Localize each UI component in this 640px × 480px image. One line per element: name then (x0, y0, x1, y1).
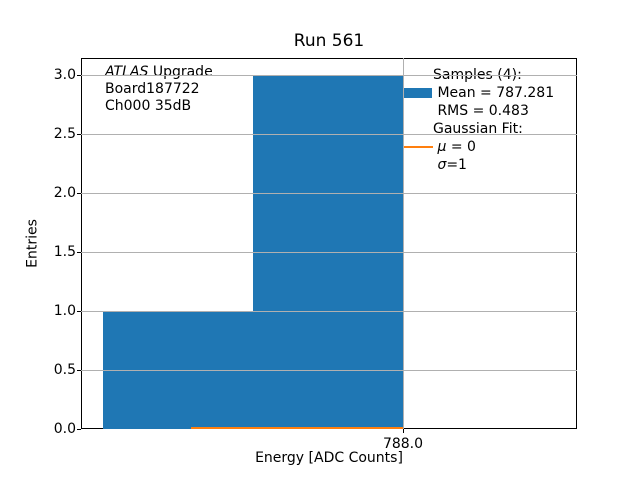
legend-label: μ = 0 (433, 139, 476, 155)
y-tick-mark (77, 74, 81, 76)
y-tick-label: 1.5 (53, 243, 76, 260)
legend-label: RMS = 0.483 (433, 103, 529, 119)
gridline-horizontal (81, 133, 577, 135)
y-tick-label: 1.0 (53, 302, 76, 319)
italic-text: ATLAS (105, 64, 149, 80)
legend-handle-empty (403, 102, 433, 120)
gaussian-fit-line (191, 426, 403, 429)
y-tick-mark (77, 369, 81, 371)
y-tick-mark (77, 133, 81, 135)
plain-text: = 0 (446, 139, 476, 155)
gridline-horizontal (81, 192, 577, 194)
legend-row: μ = 0 (403, 138, 554, 156)
gridline-horizontal (81, 251, 577, 253)
fit-line-swatch (403, 146, 433, 148)
plain-text: RMS = 0.483 (433, 103, 529, 119)
gridline-horizontal (81, 310, 577, 312)
annotation-line: ATLAS Upgrade (105, 64, 213, 81)
legend-handle-empty (403, 120, 433, 138)
y-tick-label: 2.0 (53, 184, 76, 201)
y-tick-mark (77, 192, 81, 194)
y-tick-label: 2.5 (53, 125, 76, 142)
y-tick-mark (77, 310, 81, 312)
annotation-line: Board187722 (105, 81, 213, 98)
legend-row: RMS = 0.483 (403, 102, 554, 120)
gridline-horizontal (81, 74, 577, 76)
plain-text: Board187722 (105, 81, 200, 97)
plain-text: Gaussian Fit: (433, 121, 523, 137)
chart-title: Run 561 (293, 31, 365, 51)
annotation-line: Ch000 35dB (105, 98, 213, 115)
legend-label: σ=1 (433, 157, 467, 173)
gridline-vertical (403, 58, 404, 429)
plain-text: Ch000 35dB (105, 98, 192, 114)
histogram-bar (103, 310, 253, 429)
y-tick-mark (77, 429, 81, 430)
plain-text: =1 (446, 157, 467, 173)
legend-row: Gaussian Fit: (403, 120, 554, 138)
legend-label: Gaussian Fit: (433, 121, 523, 137)
x-tick-label: 788.0 (382, 436, 424, 452)
histogram-bar (253, 74, 403, 429)
legend-row: Mean = 787.281 (403, 84, 554, 102)
italic-text: μ (437, 139, 447, 155)
y-tick-label: 0.0 (53, 421, 76, 437)
x-axis-label: Energy [ADC Counts] (255, 450, 403, 466)
y-tick-label: 0.5 (53, 361, 76, 378)
x-tick-mark (403, 429, 404, 433)
gridline-horizontal (81, 369, 577, 371)
legend: Samples (4): Mean = 787.281 RMS = 0.483 G… (403, 66, 554, 174)
plain-text: Upgrade (148, 64, 213, 80)
y-tick-label: 3.0 (53, 66, 76, 83)
y-tick-mark (77, 251, 81, 253)
legend-swatch-fit (403, 138, 433, 156)
legend-row: σ=1 (403, 156, 554, 174)
legend-swatch-samples (403, 84, 433, 102)
legend-handle-empty (403, 156, 433, 174)
annotation-block: ATLAS Upgrade Board187722 Ch000 35dB (105, 64, 213, 115)
plain-text: Mean = 787.281 (433, 85, 555, 101)
samples-color-swatch (403, 88, 432, 98)
italic-text: σ (437, 157, 447, 173)
legend-label: Mean = 787.281 (433, 85, 554, 101)
